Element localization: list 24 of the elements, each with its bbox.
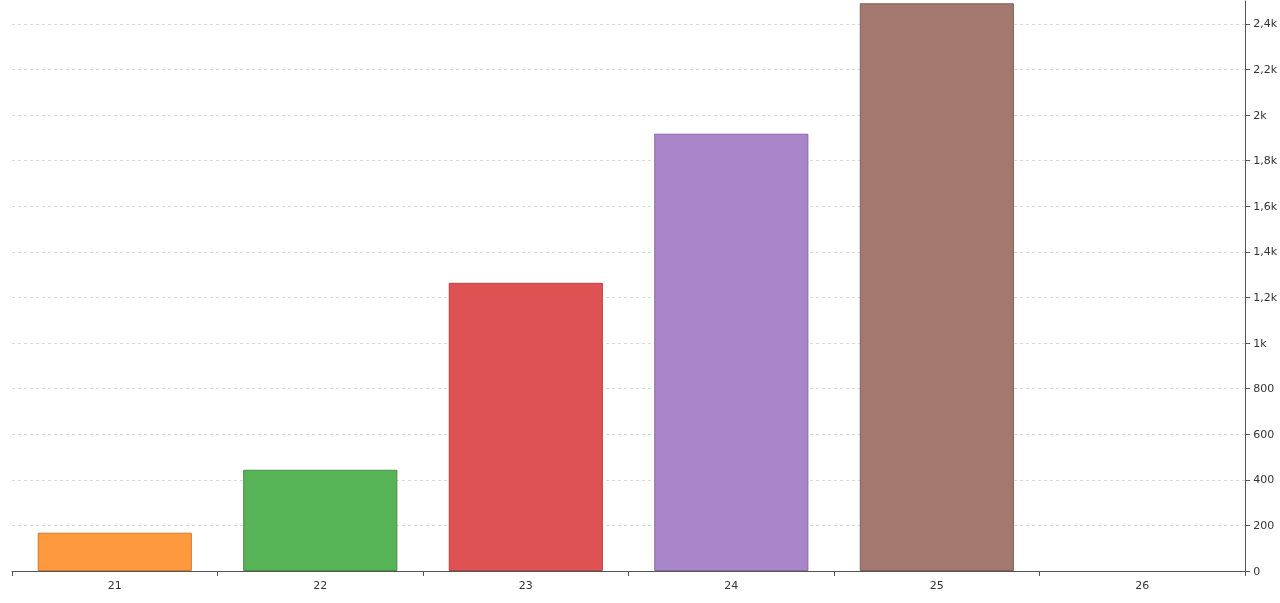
- y-tick-label: 800: [1253, 382, 1275, 396]
- x-tick-label: 26: [1135, 579, 1150, 592]
- y-tick-label: 0: [1253, 564, 1261, 578]
- y-tick-label: 2,2k: [1253, 62, 1278, 76]
- y-tick-label: 1,4k: [1253, 245, 1278, 259]
- y-tick-label: 400: [1253, 473, 1275, 487]
- y-tick-label: 200: [1253, 518, 1275, 532]
- y-tick-label: 1,2k: [1253, 290, 1278, 304]
- x-tick-label: 24: [724, 579, 739, 592]
- bar: [654, 133, 809, 571]
- bar: [859, 3, 1014, 571]
- bar: [448, 282, 603, 571]
- y-tick-label: 600: [1253, 427, 1275, 441]
- y-tick-label: 1k: [1253, 336, 1268, 350]
- x-tick-label: 25: [929, 579, 944, 592]
- bar: [243, 469, 398, 571]
- y-tick-label: 2k: [1253, 108, 1268, 122]
- x-tick-label: 22: [313, 579, 328, 592]
- y-tick-label: 1,6k: [1253, 199, 1278, 213]
- y-tick-label: 2,4k: [1253, 17, 1278, 31]
- x-tick-label: 23: [518, 579, 533, 592]
- x-tick-label: 21: [107, 579, 122, 592]
- y-tick-label: 1,8k: [1253, 154, 1278, 168]
- bar: [37, 532, 192, 571]
